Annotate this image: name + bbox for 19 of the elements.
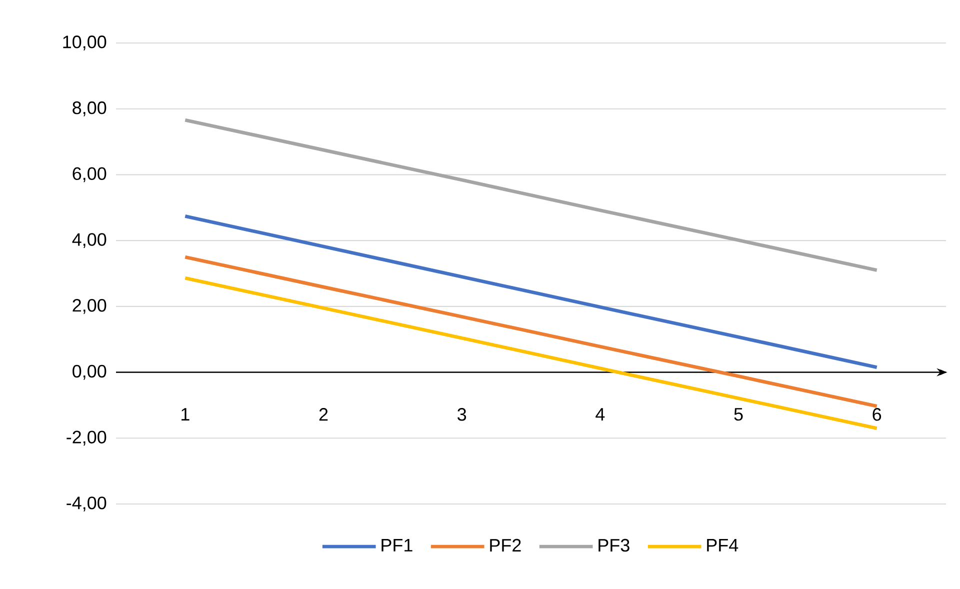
y-tick-label: -2,00: [66, 430, 106, 446]
y-tick-label: 4,00: [72, 233, 106, 248]
x-tick-label: 3: [458, 408, 466, 421]
legend-label: PF3: [598, 538, 630, 552]
y-tick-label: -4,00: [66, 496, 106, 512]
y-tick-label: 2,00: [72, 298, 106, 314]
x-tick-label: 5: [734, 408, 743, 421]
x-tick-label: 6: [872, 408, 882, 421]
y-tick-label: 6,00: [72, 167, 106, 182]
legend-label: PF2: [490, 538, 521, 552]
legend-label: PF1: [382, 539, 412, 552]
x-tick-label: 1: [182, 408, 190, 420]
x-tick-label: 4: [596, 408, 605, 420]
y-tick-label: 0,00: [72, 364, 106, 380]
y-tick-label: 8,00: [72, 101, 106, 116]
x-tick-label: 2: [319, 408, 328, 421]
y-tick-label: 10,00: [63, 36, 106, 50]
legend-label: PF4: [707, 539, 738, 552]
line-series: [183, 255, 879, 408]
